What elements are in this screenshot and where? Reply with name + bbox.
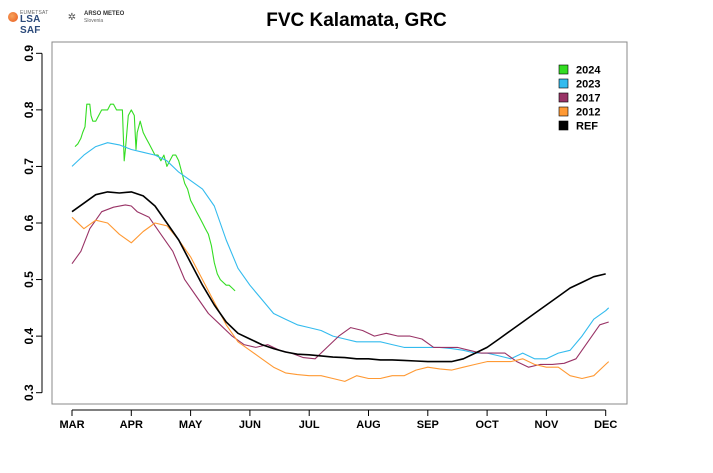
x-tick-label-3: JUN bbox=[239, 419, 261, 431]
y-tick-label-6: 0.9 bbox=[22, 45, 36, 62]
logo: EUMETSAT LSA SAF ✲ ARSO METEO Slovenia bbox=[8, 10, 124, 36]
series-line-2024 bbox=[74, 103, 236, 292]
logo-small-text: EUMETSAT bbox=[20, 10, 49, 16]
legend-swatch-ref bbox=[558, 120, 569, 131]
arso-line2: Slovenia bbox=[84, 18, 104, 24]
legend-label-2017: 2017 bbox=[576, 93, 600, 105]
x-tick-label-8: NOV bbox=[534, 419, 559, 431]
y-tick-label-3: 0.6 bbox=[22, 214, 36, 231]
y-tick-label-4: 0.7 bbox=[22, 158, 36, 175]
x-tick-label-7: OCT bbox=[475, 419, 499, 431]
x-tick-label-4: JUL bbox=[299, 419, 320, 431]
lsa-saf-globe-icon bbox=[8, 12, 18, 22]
y-tick-label-1: 0.4 bbox=[22, 327, 36, 344]
arso-logo: ARSO METEO Slovenia bbox=[84, 11, 124, 25]
chart-title: FVC Kalamata, GRC bbox=[266, 10, 447, 31]
logo-main-text: LSA SAF bbox=[20, 14, 41, 36]
series-line-ref bbox=[71, 191, 606, 363]
y-tick-label-0: 0.3 bbox=[22, 384, 36, 401]
y-tick-label-5: 0.8 bbox=[22, 101, 36, 118]
series-line-2023 bbox=[71, 142, 610, 360]
x-tick-label-9: DEC bbox=[594, 419, 617, 431]
legend-label-2024: 2024 bbox=[576, 65, 601, 77]
legend-label-ref: REF bbox=[576, 121, 598, 133]
x-tick-label-6: SEP bbox=[417, 419, 439, 431]
legend-label-2012: 2012 bbox=[576, 107, 600, 119]
x-tick-label-0: MAR bbox=[59, 419, 84, 431]
x-tick-label-2: MAY bbox=[179, 419, 203, 431]
series-line-2017 bbox=[71, 204, 609, 368]
plot-frame bbox=[51, 41, 628, 405]
lsa-saf-logo: EUMETSAT LSA SAF bbox=[8, 10, 60, 36]
legend-swatch-2024 bbox=[558, 64, 569, 75]
x-tick-label-1: APR bbox=[120, 419, 143, 431]
legend-swatch-2017 bbox=[558, 92, 569, 103]
sun-icon: ✲ bbox=[67, 12, 77, 23]
legend-swatch-2012 bbox=[558, 106, 569, 117]
legend-swatch-2023 bbox=[558, 78, 569, 89]
arso-line1: ARSO METEO bbox=[84, 11, 125, 17]
y-tick-label-2: 0.5 bbox=[22, 271, 36, 288]
series-line-2012 bbox=[71, 216, 610, 382]
x-tick-label-5: AUG bbox=[356, 419, 380, 431]
legend-label-2023: 2023 bbox=[576, 79, 600, 91]
